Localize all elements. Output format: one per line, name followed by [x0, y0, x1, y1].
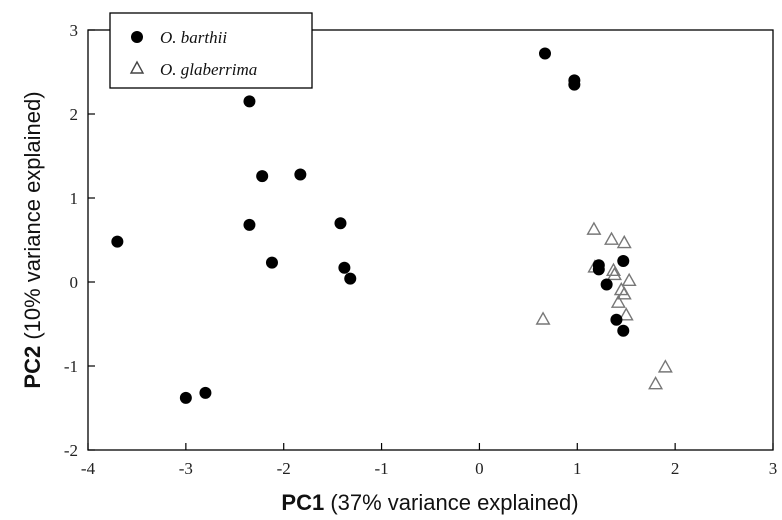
point-o-glaberrima [616, 234, 632, 249]
point-o-barthii [179, 391, 192, 404]
x-tick-label: -1 [374, 459, 388, 478]
x-axis-title-bold: PC1 [281, 490, 324, 515]
legend-marker-o-glaberrima [129, 60, 145, 74]
y-tick-label: 0 [70, 273, 79, 292]
legend-marker-o-barthii [131, 31, 143, 43]
legend: O. barthii O. glaberrima [109, 12, 313, 89]
point-o-barthii [344, 272, 357, 285]
x-tick-label: 1 [573, 459, 582, 478]
y-tick-label: 3 [70, 21, 79, 40]
y-axis-title-rest: (10% variance explained) [20, 91, 45, 339]
x-axis-title-rest: (37% variance explained) [330, 490, 578, 515]
point-o-barthii [243, 95, 256, 108]
point-o-barthii [568, 78, 581, 91]
x-tick-label: 0 [475, 459, 484, 478]
point-o-barthii [617, 255, 630, 267]
x-tick-label: -4 [81, 459, 96, 478]
y-axis-title-bold: PC2 [20, 346, 45, 389]
point-o-glaberrima [621, 272, 637, 287]
point-o-glaberrima [616, 286, 632, 300]
point-o-glaberrima [606, 266, 622, 281]
point-o-barthii [294, 168, 307, 181]
point-o-barthii [592, 263, 605, 276]
point-o-glaberrima [604, 231, 620, 245]
y-tick-label: 1 [70, 189, 79, 208]
point-o-barthii [538, 47, 551, 60]
y-tick-label: -1 [64, 357, 78, 376]
y-tick-label: -2 [64, 441, 78, 460]
axis-ticks: -4 -3 -2 -1 0 1 2 3 -2 -1 0 1 2 3 [64, 21, 777, 478]
point-o-barthii [265, 256, 278, 269]
point-o-barthii [111, 235, 124, 248]
point-o-barthii [256, 170, 269, 183]
x-tick-label: 2 [671, 459, 680, 478]
legend-label-o-barthii: O. barthii [160, 28, 227, 47]
point-o-glaberrima [535, 311, 551, 325]
point-o-glaberrima [605, 262, 621, 276]
point-o-glaberrima [648, 376, 664, 390]
x-tick-label: 3 [769, 459, 778, 478]
point-o-barthii [334, 217, 347, 230]
legend-box [109, 12, 313, 89]
y-tick-label: 2 [70, 105, 79, 124]
point-o-glaberrima [586, 221, 602, 235]
x-tick-label: -2 [277, 459, 291, 478]
x-axis-title: PC1 (37% variance explained) [281, 490, 578, 515]
point-o-barthii [338, 261, 351, 274]
point-o-barthii [610, 313, 623, 326]
x-tick-label: -3 [179, 459, 193, 478]
point-o-barthii [600, 278, 613, 291]
point-o-glaberrima [610, 294, 626, 308]
point-o-barthii [199, 386, 212, 399]
data-points [111, 47, 673, 404]
legend-label-o-glaberrima: O. glaberrima [160, 60, 257, 79]
point-o-barthii [243, 218, 256, 231]
plot-frame [87, 29, 774, 451]
point-o-glaberrima [657, 359, 673, 373]
point-o-glaberrima [618, 307, 634, 321]
point-o-barthii [617, 324, 630, 337]
y-axis-title: PC2 (10% variance explained) [20, 91, 45, 388]
